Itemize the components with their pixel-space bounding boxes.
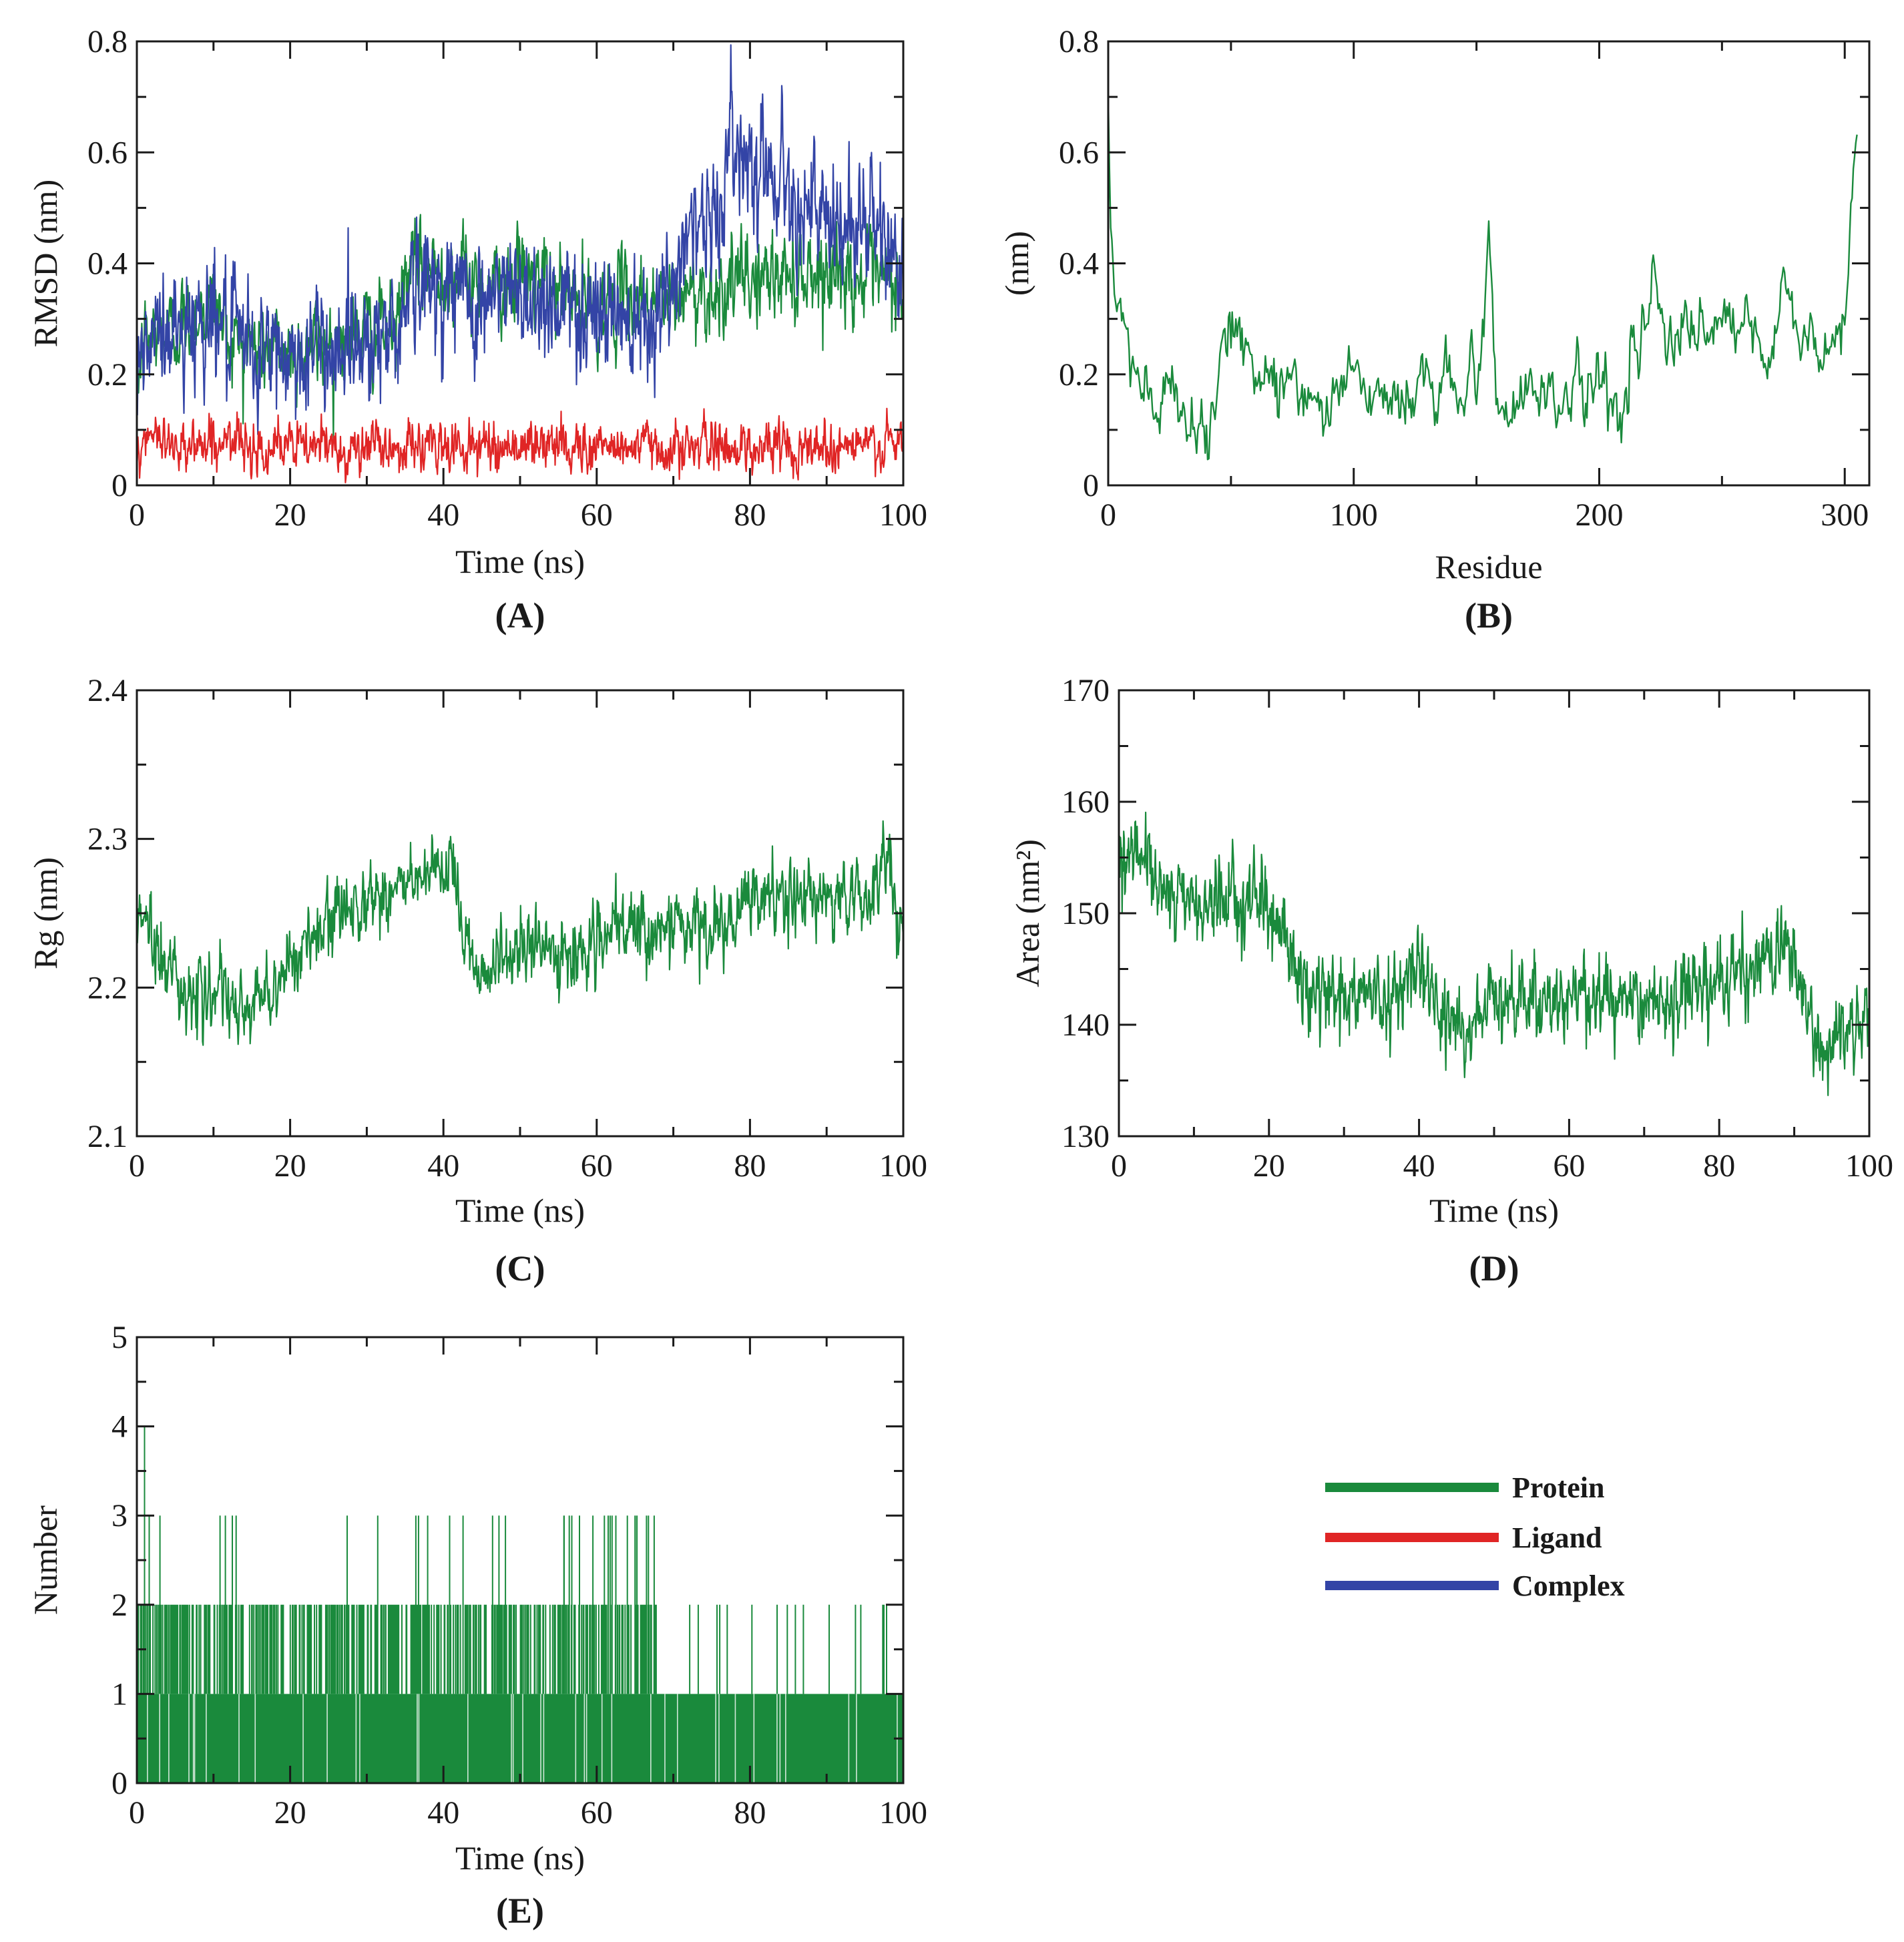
panel-a-ytick-label: 0.6	[87, 135, 128, 170]
panel-b-frame	[1107, 40, 1871, 487]
panel-e-ylabel: Number	[27, 1505, 64, 1615]
panel-b-ticks: 0 100 200 300 0 0.2 0.4 0.6 0.8	[1059, 24, 1869, 533]
panel-d-ytick-label: 170	[1061, 673, 1110, 708]
panel-e-xtick-label: 80	[734, 1795, 766, 1831]
panel-a-xtick-label: 0	[129, 497, 145, 533]
panel-b-ytick-label: 0.4	[1059, 246, 1099, 282]
panel-e-ytick-label: 4	[111, 1409, 128, 1445]
panel-a-xtick-label: 100	[879, 497, 927, 533]
panel-c-ytick-label: 2.1	[87, 1119, 128, 1154]
panel-a: 0 20 40 60 80 100 0 0.2 0.4 0.6 0.8 Time (ns) RMSD…	[27, 24, 927, 636]
panel-e-xlabel: Time (ns)	[455, 1839, 585, 1877]
panel-d-xtick-label: 60	[1553, 1148, 1585, 1184]
panel-a-ticks: 0 20 40 60 80 100 0 0.2 0.4 0.6 0.8	[87, 24, 927, 533]
panel-c-plot-area	[137, 820, 903, 1046]
panel-b: 0 100 200 300 0 0.2 0.4 0.6 0.8 Residue (nm) (B)	[998, 24, 1871, 636]
panel-c-ytick-label: 2.3	[87, 822, 128, 857]
panel-e-xtick-label: 0	[129, 1795, 145, 1831]
panel-e-xtick-label: 40	[427, 1795, 459, 1831]
panel-e-xtick-label: 100	[879, 1795, 927, 1831]
legend-label-ligand: Ligand	[1512, 1521, 1602, 1554]
panel-b-series-protein	[1108, 99, 1858, 461]
panel-e-label: (E)	[496, 1891, 544, 1931]
panel-b-ytick-label: 0.2	[1059, 357, 1099, 393]
panel-d-ytick-label: 140	[1061, 1007, 1110, 1043]
panel-d-xtick-label: 100	[1845, 1148, 1893, 1184]
panel-e-ytick-label: 2	[111, 1588, 128, 1623]
panel-a-xtick-label: 40	[427, 497, 459, 533]
panel-c-frame	[136, 689, 905, 1138]
panel-a-frame	[136, 40, 905, 487]
panel-a-xtick-label: 80	[734, 497, 766, 533]
panel-d-frame	[1118, 689, 1871, 1138]
panel-c-ylabel: Rg (nm)	[27, 857, 64, 969]
panel-c-xtick-label: 20	[274, 1148, 306, 1184]
panel-e-plot-area	[137, 1426, 903, 1783]
panel-b-xtick-label: 300	[1821, 497, 1869, 533]
panel-b-ytick-label: 0.6	[1059, 135, 1099, 170]
panel-b-ytick-label: 0	[1083, 468, 1099, 503]
panel-e-base-fill	[137, 1694, 903, 1783]
panel-b-ytick-label: 0.8	[1059, 24, 1099, 59]
panel-b-plot-area	[1108, 99, 1858, 461]
legend-label-complex: Complex	[1512, 1569, 1625, 1602]
panel-c-xtick-label: 0	[129, 1148, 145, 1184]
panel-e-ytick-label: 5	[111, 1320, 128, 1355]
panel-e-series-protein	[137, 1426, 903, 1783]
legend-label-protein: Protein	[1512, 1471, 1605, 1504]
panel-a-ytick-label: 0	[111, 468, 128, 503]
panel-d-series-protein	[1119, 811, 1869, 1097]
panel-c-xtick-label: 60	[581, 1148, 613, 1184]
panel-e-frame	[136, 1336, 905, 1784]
panel-e: 0 20 40 60 80 100 0 1 2 3 4 5 Time (ns) Number (E)	[27, 1320, 927, 1931]
panel-a-ylabel: RMSD (nm)	[27, 180, 64, 347]
panel-a-xtick-label: 20	[274, 497, 306, 533]
panel-c: 0 20 40 60 80 100 2.1 2.2 2.3 2.4 Time (ns) Rg (n…	[27, 673, 927, 1288]
panel-c-ytick-label: 2.2	[87, 970, 128, 1005]
panel-d-xlabel: Time (ns)	[1429, 1192, 1559, 1229]
panel-e-ticks: 0 20 40 60 80 100 0 1 2 3 4 5	[111, 1320, 927, 1831]
panel-c-xtick-label: 40	[427, 1148, 459, 1184]
panel-a-series-complex	[137, 44, 903, 435]
panel-d-xtick-label: 20	[1253, 1148, 1285, 1184]
panel-a-xtick-label: 60	[581, 497, 613, 533]
panel-d-ylabel: Area (nm²)	[1009, 839, 1046, 987]
panel-d-label: (D)	[1469, 1248, 1519, 1288]
panel-b-xtick-label: 200	[1575, 497, 1623, 533]
panel-d-plot-area	[1119, 811, 1869, 1097]
panel-b-xtick-label: 100	[1330, 497, 1378, 533]
panel-c-xtick-label: 80	[734, 1148, 766, 1184]
panel-d-xtick-label: 40	[1403, 1148, 1435, 1184]
panel-a-series-ligand	[137, 407, 903, 484]
panel-d-ytick-label: 160	[1061, 784, 1110, 820]
panel-c-xlabel: Time (ns)	[455, 1192, 585, 1229]
panel-a-plot-area	[137, 44, 903, 484]
panel-c-ytick-label: 2.4	[87, 673, 128, 708]
panel-a-ytick-label: 0.4	[87, 246, 128, 282]
panel-d-xtick-label: 0	[1111, 1148, 1127, 1184]
panel-d-ytick-label: 150	[1061, 896, 1110, 931]
legend: Protein Ligand Complex	[1325, 1471, 1625, 1602]
panel-d-xtick-label: 80	[1703, 1148, 1735, 1184]
panel-b-xlabel: Residue	[1435, 548, 1542, 585]
panel-a-ytick-label: 0.8	[87, 24, 128, 59]
panel-d-ytick-label: 130	[1061, 1119, 1110, 1154]
panel-c-xtick-label: 100	[879, 1148, 927, 1184]
panel-c-series-protein	[137, 820, 903, 1046]
panel-b-ylabel: (nm)	[998, 231, 1035, 296]
panel-c-label: (C)	[495, 1248, 545, 1288]
panel-b-label: (B)	[1465, 595, 1513, 636]
panel-b-xtick-label: 0	[1100, 497, 1116, 533]
panel-e-ytick-label: 3	[111, 1498, 128, 1533]
panel-a-xlabel: Time (ns)	[455, 543, 585, 580]
panel-a-ytick-label: 0.2	[87, 357, 128, 393]
panel-e-ytick-label: 1	[111, 1676, 128, 1712]
panel-e-xtick-label: 20	[274, 1795, 306, 1831]
panel-d: 0 20 40 60 80 100 130 140 150 160 170 Time (ns) Ar…	[1009, 673, 1893, 1288]
panel-e-ytick-label: 0	[111, 1766, 128, 1801]
panel-a-label: (A)	[495, 595, 545, 636]
panel-e-xtick-label: 60	[581, 1795, 613, 1831]
